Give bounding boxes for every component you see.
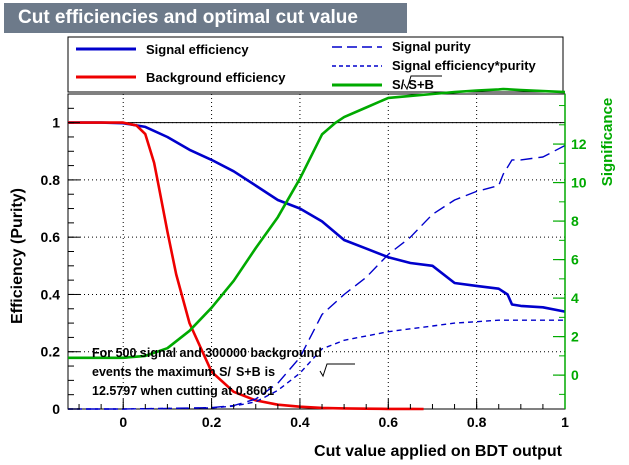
annotation-line-2: events the maximum S/S+B is <box>92 365 275 379</box>
legend-label-signal-purity: Signal purity <box>392 39 472 54</box>
annotation-sqrt-symbol <box>319 363 355 378</box>
series-lines <box>68 87 566 411</box>
legend-label-signal-efficiency-purity: Signal efficiency*purity <box>392 58 537 73</box>
legend-significance-root: S+B <box>408 77 434 92</box>
grid <box>68 94 565 409</box>
y-tick-label: 0.4 <box>41 286 61 302</box>
annotation-line-3: 12.5797 when cutting at 0.8601 <box>92 384 274 398</box>
right-tick-label: 8 <box>571 213 579 229</box>
x-axis-label: Cut value applied on BDT output <box>314 443 563 460</box>
y-tick-label: 0.8 <box>41 172 61 188</box>
legend-label-significance: S/S+B <box>392 77 434 92</box>
x-tick-label: 0.8 <box>467 414 487 430</box>
right-tick-label: 6 <box>571 252 579 268</box>
y-tick-label: 0.2 <box>41 344 61 360</box>
legend-box <box>67 36 564 93</box>
y-tick-label: 0.6 <box>41 229 61 245</box>
right-axis-label: Significance <box>599 98 616 186</box>
annotation-line-2-root: S+B <box>236 365 261 379</box>
annotation-line-2-text: events the maximum S/ <box>92 365 231 379</box>
series-line-1 <box>68 121 424 411</box>
series-line-4 <box>68 87 566 360</box>
series-line-3 <box>68 319 565 410</box>
legend-label-signal-efficiency: Signal efficiency <box>146 42 249 57</box>
right-tick-label: 4 <box>571 290 579 306</box>
x-tick-label: 0.6 <box>379 414 399 430</box>
y-tick-label: 1 <box>52 115 60 131</box>
legend-sqrt-symbol <box>403 75 442 91</box>
y-axis-label: Efficiency (Purity) <box>9 188 26 324</box>
y-tick-label: 0 <box>52 401 60 417</box>
chart-title: Cut efficiencies and optimal cut value <box>4 3 407 33</box>
x-tick-label: 0 <box>119 414 127 430</box>
right-tick-label: 10 <box>571 175 587 191</box>
plot-frame <box>67 93 566 410</box>
x-tick-label: 1 <box>561 414 569 430</box>
legend-label-background-efficiency: Background efficiency <box>146 70 286 85</box>
right-tick-label: 12 <box>571 136 587 152</box>
x-tick-label: 0.2 <box>202 414 222 430</box>
annotation-line-1: For 500 signal and 300000 background <box>92 346 322 360</box>
x-tick-label: 0.4 <box>290 414 310 430</box>
legend-significance-prefix: S/ <box>392 77 405 92</box>
right-tick-label: 2 <box>571 329 579 345</box>
annotation-line-2-suffix: is <box>265 365 275 379</box>
right-tick-label: 0 <box>571 367 579 383</box>
series-line-0 <box>68 121 566 313</box>
